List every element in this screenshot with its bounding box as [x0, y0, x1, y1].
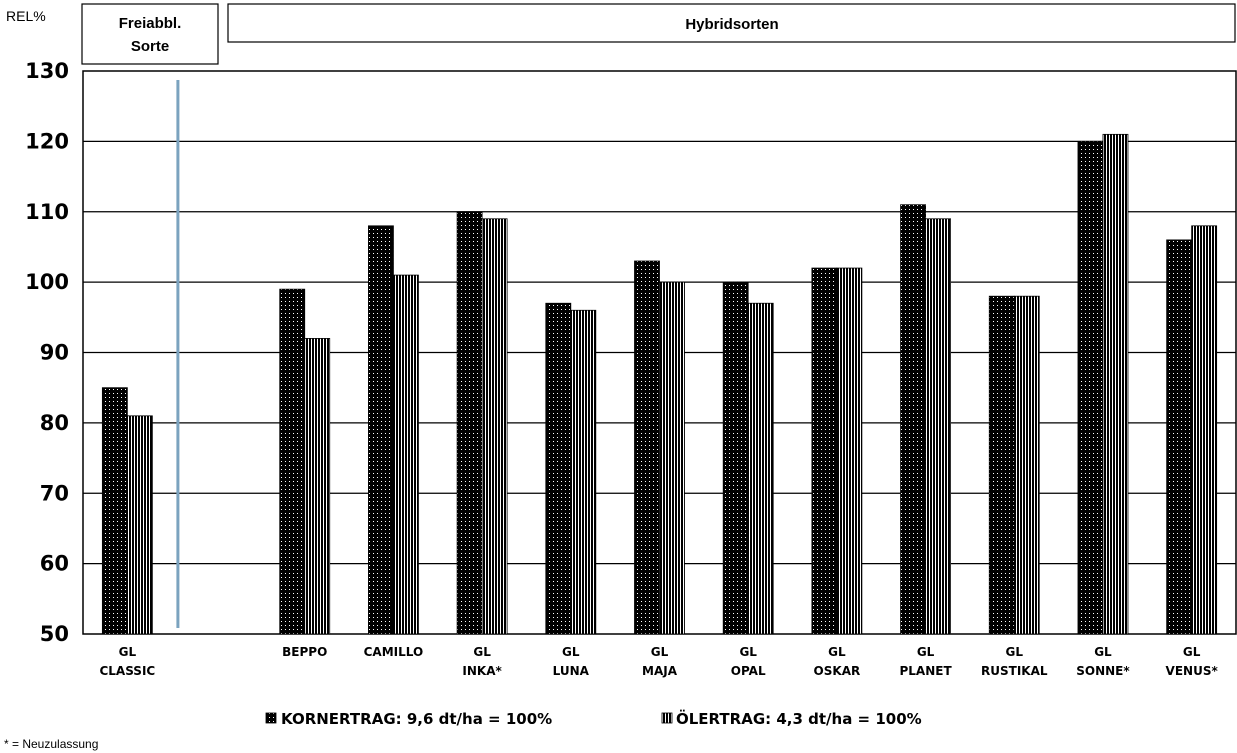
- bar-oelertrag: [481, 218, 508, 635]
- bar-kornertrag: [988, 295, 1015, 635]
- bar-kornertrag: [368, 225, 394, 635]
- header-hybridsorten: Hybridsorten: [685, 16, 778, 33]
- y-tick-label: 70: [40, 481, 69, 505]
- y-tick-labels: 50 60 70 80 90 100 110 120 130: [25, 59, 69, 646]
- y-tick-label: 130: [25, 59, 69, 83]
- header-freiabbl-line2: Sorte: [131, 38, 169, 55]
- x-tick-label: LUNA: [553, 664, 590, 678]
- x-tick-label: GL: [828, 645, 846, 659]
- bar-oelertrag: [836, 267, 863, 635]
- x-tick-label: GL: [1006, 645, 1024, 659]
- bars: [101, 133, 1218, 635]
- x-tick-label: INKA*: [462, 664, 502, 678]
- bar-oelertrag: [393, 274, 419, 635]
- legend-swatch-kornertrag: [265, 712, 277, 724]
- bar-kornertrag: [545, 302, 572, 635]
- bar-kornertrag: [456, 211, 483, 635]
- y-axis-label: REL%: [6, 8, 46, 24]
- bar-kornertrag: [722, 281, 749, 635]
- bar-oelertrag: [659, 281, 685, 635]
- y-tick-label: 90: [40, 341, 69, 365]
- x-tick-labels: GL CLASSIC BEPPO CAMILLO GL INKA* GL LUNA GL MAJA…: [99, 645, 1218, 678]
- bar-kornertrag: [900, 204, 926, 635]
- bar-oelertrag: [1013, 295, 1040, 635]
- legend-label-oelertrag: ÖLERTRAG: 4,3 dt/ha = 100%: [676, 709, 922, 728]
- y-tick-label: 60: [40, 552, 69, 576]
- y-tick-label: 110: [25, 200, 69, 224]
- bar-oelertrag: [126, 415, 153, 635]
- x-tick-label: GL: [651, 645, 669, 659]
- bar-oelertrag: [1102, 133, 1129, 635]
- x-tick-label: OPAL: [731, 664, 766, 678]
- y-tick-label: 80: [40, 411, 69, 435]
- bar-oelertrag: [1191, 225, 1218, 635]
- x-tick-label: OSKAR: [814, 664, 861, 678]
- x-tick-label: GL: [739, 645, 757, 659]
- x-tick-label: GL: [119, 645, 137, 659]
- x-tick-label: SONNE*: [1076, 664, 1130, 678]
- y-tick-label: 100: [25, 270, 69, 294]
- footnote: * = Neuzulassung: [4, 737, 98, 751]
- legend: KORNERTRAG: 9,6 dt/ha = 100% ÖLERTRAG: 4…: [265, 709, 922, 728]
- x-tick-label: CLASSIC: [99, 664, 155, 678]
- x-tick-label: GL: [562, 645, 580, 659]
- y-tick-label: 50: [40, 622, 69, 646]
- header-box-hybridsorten: [227, 3, 1236, 43]
- x-tick-label: GL: [1094, 645, 1112, 659]
- legend-label-kornertrag: KORNERTRAG: 9,6 dt/ha = 100%: [281, 710, 552, 728]
- bar-oelertrag: [747, 302, 774, 635]
- header-freiabbl-line1: Freiabbl.: [119, 15, 182, 32]
- bar-oelertrag: [925, 218, 951, 635]
- x-tick-label: GL: [917, 645, 935, 659]
- x-tick-label: GL: [1183, 645, 1201, 659]
- x-tick-label: MAJA: [642, 664, 678, 678]
- bar-kornertrag: [1077, 140, 1104, 635]
- bar-kornertrag: [101, 387, 128, 635]
- x-tick-label: BEPPO: [282, 645, 327, 659]
- bar-oelertrag: [304, 338, 331, 635]
- x-tick-label: CAMILLO: [364, 645, 424, 659]
- x-tick-label: PLANET: [899, 664, 952, 678]
- bar-kornertrag: [634, 260, 660, 635]
- bar-kornertrag: [811, 267, 838, 635]
- bar-kornertrag: [1166, 239, 1193, 635]
- x-tick-label: GL: [473, 645, 491, 659]
- bar-kornertrag: [279, 288, 306, 635]
- x-tick-label: VENUS*: [1166, 664, 1219, 678]
- y-tick-label: 120: [25, 129, 69, 153]
- bar-oelertrag: [570, 309, 597, 635]
- header-box-freiabbl: [81, 3, 219, 65]
- x-tick-label: RUSTIKAL: [981, 664, 1048, 678]
- legend-swatch-oelertrag: [661, 712, 673, 724]
